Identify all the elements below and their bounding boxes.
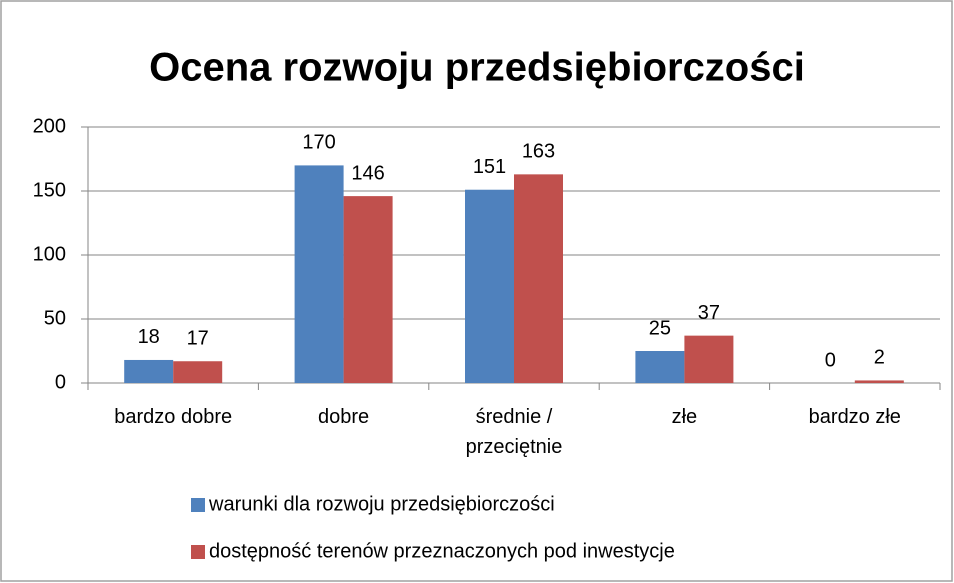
data-label: 146: [351, 162, 384, 184]
y-tick-label: 50: [44, 307, 66, 329]
data-label: 170: [302, 132, 335, 154]
bar: [635, 351, 685, 383]
data-label: 18: [138, 326, 160, 348]
bar: [465, 189, 514, 383]
x-tick-label: dobre: [318, 406, 370, 428]
chart-title: Ocena rozwoju przedsiębiorczości: [149, 46, 805, 90]
x-tick-label-box: dobre: [318, 406, 370, 428]
x-tick-label-box: bardzo dobre: [114, 406, 233, 428]
x-tick-label-box: bardzo złe: [808, 406, 901, 428]
x-tick-label: złe: [671, 406, 698, 428]
x-tick-label-box: średnie / przeciętnie: [465, 406, 563, 458]
data-label: 0: [825, 349, 836, 371]
data-label: 2: [874, 347, 885, 369]
x-tick-label: bardzo złe: [808, 406, 901, 428]
legend-label: warunki dla rozwoju przedsiębiorczości: [208, 493, 555, 515]
legend-swatch: [191, 498, 205, 512]
y-tick-label: 100: [33, 243, 66, 265]
x-tick-label: bardzo dobre: [114, 406, 233, 428]
bar: [124, 359, 174, 383]
bar: [684, 335, 734, 383]
y-tick-label: 0: [55, 371, 66, 393]
x-tick-label-box: złe: [671, 406, 698, 428]
legend-label: dostępność terenów przeznaczonych pod in…: [209, 540, 675, 562]
data-label: 25: [649, 317, 671, 339]
data-label: 151: [473, 156, 506, 178]
data-label: 17: [187, 328, 209, 350]
bar: [173, 361, 223, 383]
data-label: 163: [522, 141, 555, 163]
bar: [854, 380, 904, 383]
y-tick-label: 200: [33, 115, 66, 137]
bar: [514, 174, 563, 383]
legend-swatch: [191, 545, 205, 559]
x-tick-label: średnie / przeciętnie: [465, 406, 563, 458]
y-tick-label: 150: [33, 179, 66, 201]
data-label: 37: [698, 302, 720, 324]
bar: [343, 196, 393, 383]
bar: [294, 165, 344, 383]
